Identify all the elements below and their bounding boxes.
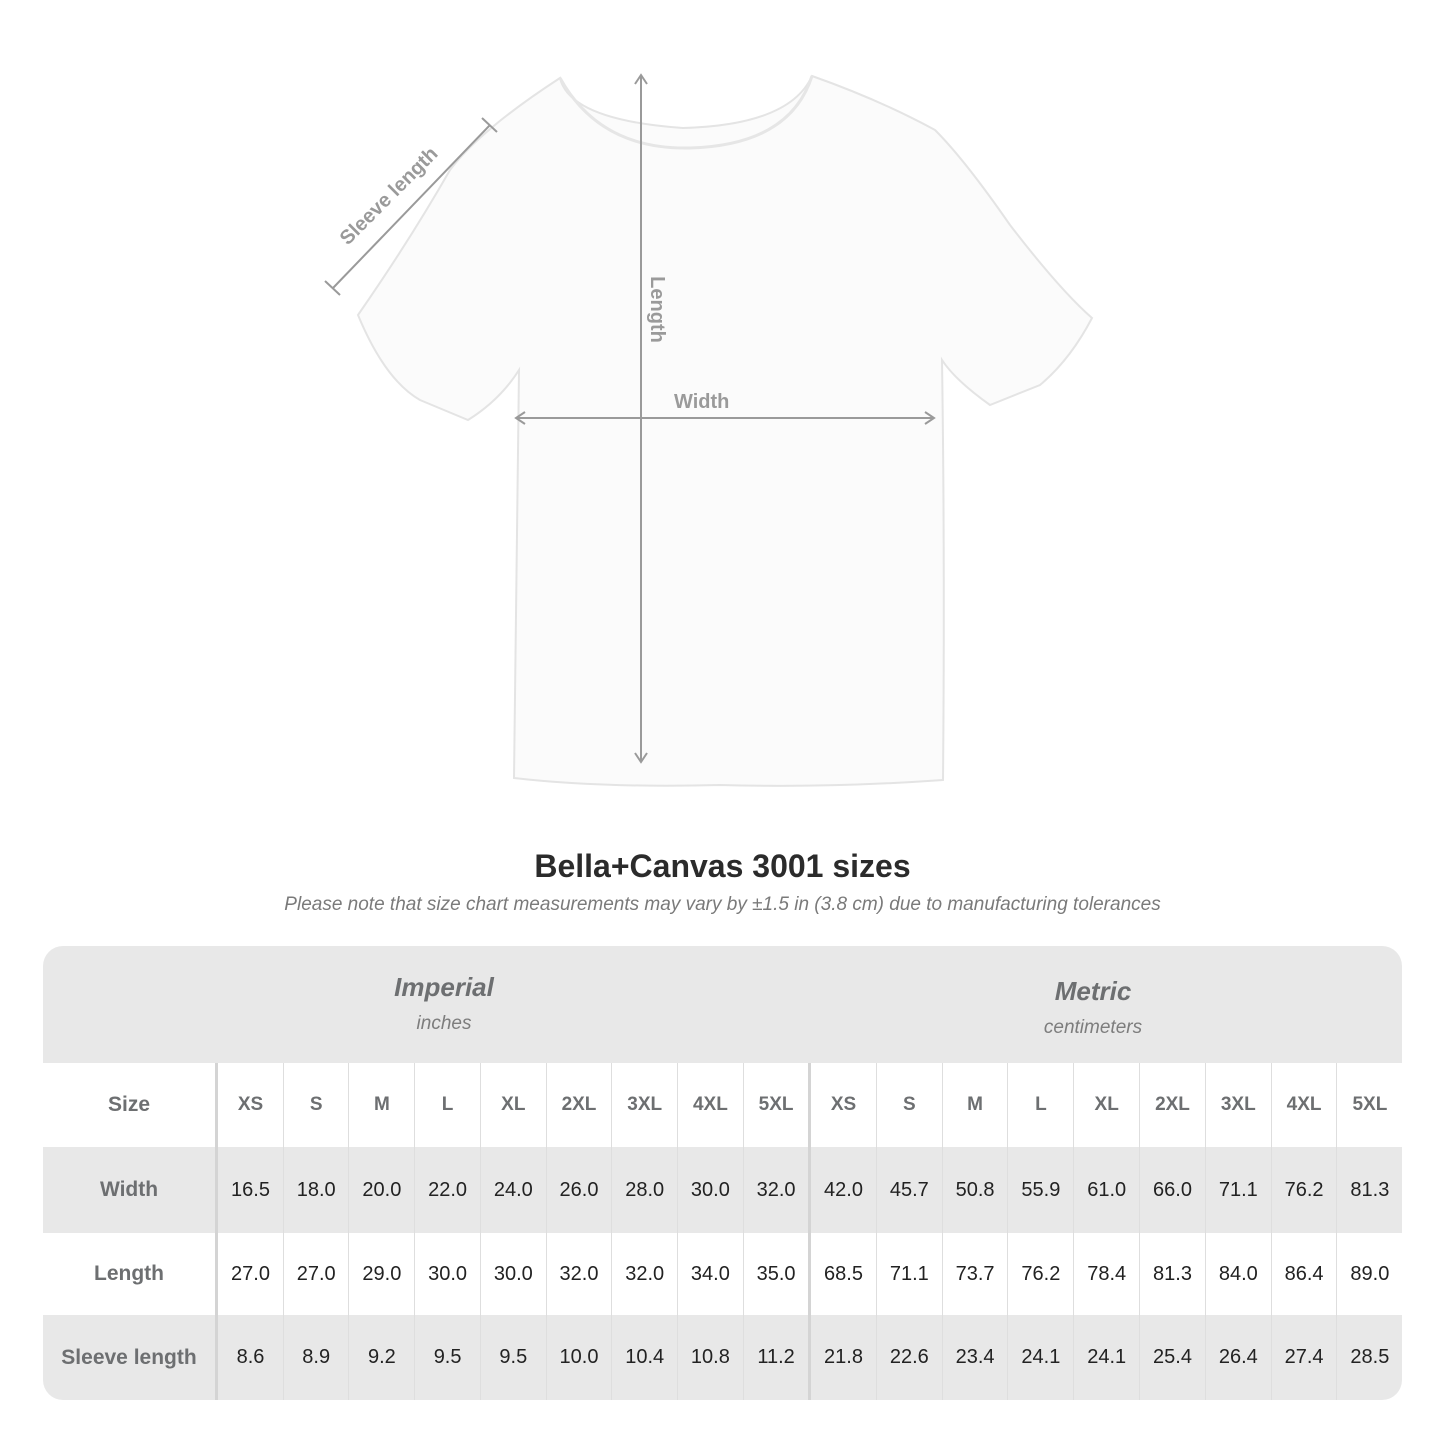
table-cell: 45.7 bbox=[875, 1147, 942, 1233]
table-cell: 8.6 bbox=[217, 1315, 283, 1400]
table-cell: 86.4 bbox=[1270, 1233, 1337, 1315]
tshirt-diagram bbox=[324, 73, 1094, 787]
metric-header: Metric centimeters bbox=[893, 976, 1293, 1039]
table-cell: 28.5 bbox=[1336, 1315, 1402, 1400]
table-cell: 55.9 bbox=[1007, 1147, 1073, 1233]
size-header-metric-m: M bbox=[941, 1063, 1008, 1147]
size-header: Size bbox=[107, 1093, 151, 1116]
table-cell: 27.0 bbox=[282, 1233, 349, 1315]
table-cell: 42.0 bbox=[810, 1147, 876, 1233]
size-header-imperial-4xl: 4XL bbox=[676, 1063, 743, 1147]
table-cell: 10.4 bbox=[611, 1315, 677, 1400]
size-header-metric-2xl: 2XL bbox=[1139, 1063, 1205, 1147]
table-cell: 30.0 bbox=[676, 1147, 743, 1233]
table-cell: 22.6 bbox=[875, 1315, 942, 1400]
table-cell: 66.0 bbox=[1139, 1147, 1205, 1233]
metric-unit: centimeters bbox=[1043, 1017, 1143, 1038]
table-cell: 18.0 bbox=[282, 1147, 349, 1233]
label-divider bbox=[215, 1063, 218, 1400]
size-header-imperial-s: S bbox=[282, 1063, 349, 1147]
table-cell: 61.0 bbox=[1073, 1147, 1139, 1233]
size-header-metric-4xl: 4XL bbox=[1270, 1063, 1337, 1147]
table-cell: 35.0 bbox=[742, 1233, 809, 1315]
table-cell: 81.3 bbox=[1336, 1147, 1402, 1233]
sleeve-arrow bbox=[332, 124, 491, 289]
size-header-imperial-xl: XL bbox=[479, 1063, 546, 1147]
table-cell: 16.5 bbox=[217, 1147, 283, 1233]
table-cell: 29.0 bbox=[348, 1233, 414, 1315]
collar bbox=[558, 75, 814, 150]
table-cell: 32.0 bbox=[611, 1233, 677, 1315]
table-cell: 9.5 bbox=[479, 1315, 546, 1400]
table-cell: 11.2 bbox=[742, 1315, 809, 1400]
table-cell: 73.7 bbox=[941, 1233, 1008, 1315]
table-cell: 10.8 bbox=[676, 1315, 743, 1400]
table-cell: 25.4 bbox=[1139, 1315, 1205, 1400]
size-header-imperial-3xl: 3XL bbox=[611, 1063, 677, 1147]
table-cell: 81.3 bbox=[1139, 1233, 1205, 1315]
table-cell: 84.0 bbox=[1204, 1233, 1271, 1315]
size-header-metric-5xl: 5XL bbox=[1336, 1063, 1402, 1147]
table-cell: 24.0 bbox=[479, 1147, 546, 1233]
table-cell: 9.5 bbox=[414, 1315, 480, 1400]
table-cell: 71.1 bbox=[1204, 1147, 1271, 1233]
table-cell: 89.0 bbox=[1336, 1233, 1402, 1315]
row-label-width: Width bbox=[99, 1178, 159, 1201]
tshirt-shape bbox=[356, 74, 1094, 787]
tolerance-note: Please note that size chart measurements… bbox=[284, 894, 1161, 915]
imperial-unit: inches bbox=[416, 1013, 472, 1034]
table-cell: 23.4 bbox=[941, 1315, 1008, 1400]
table-cell: 21.8 bbox=[810, 1315, 876, 1400]
size-table: Imperial inches Metric centimeters Size … bbox=[43, 946, 1402, 1400]
table-cell: 24.1 bbox=[1007, 1315, 1073, 1400]
table-cell: 20.0 bbox=[348, 1147, 414, 1233]
table-cell: 26.4 bbox=[1204, 1315, 1271, 1400]
size-header-imperial-xs: XS bbox=[217, 1063, 283, 1147]
table-cell: 68.5 bbox=[810, 1233, 876, 1315]
table-cell: 24.1 bbox=[1073, 1315, 1139, 1400]
size-header-metric-xl: XL bbox=[1073, 1063, 1139, 1147]
size-header-metric-l: L bbox=[1007, 1063, 1073, 1147]
table-cell: 27.4 bbox=[1270, 1315, 1337, 1400]
size-header-imperial-m: M bbox=[348, 1063, 414, 1147]
imperial-title: Imperial bbox=[394, 972, 494, 1002]
system-divider bbox=[808, 1063, 811, 1400]
table-cell: 32.0 bbox=[742, 1147, 809, 1233]
table-cell: 30.0 bbox=[479, 1233, 546, 1315]
page-title: Bella+Canvas 3001 sizes bbox=[534, 848, 911, 884]
width-label: Width bbox=[674, 391, 730, 413]
table-cell: 71.1 bbox=[875, 1233, 942, 1315]
table-cell: 28.0 bbox=[611, 1147, 677, 1233]
size-header-metric-s: S bbox=[875, 1063, 942, 1147]
size-header-metric-xs: XS bbox=[810, 1063, 876, 1147]
table-cell: 8.9 bbox=[282, 1315, 349, 1400]
table-cell: 26.0 bbox=[545, 1147, 612, 1233]
size-header-imperial-l: L bbox=[414, 1063, 480, 1147]
row-label-sleeve-length: Sleeve length bbox=[61, 1345, 197, 1369]
table-cell: 27.0 bbox=[217, 1233, 283, 1315]
table-cell: 34.0 bbox=[676, 1233, 743, 1315]
size-row bbox=[43, 1063, 1402, 1147]
row-label-length: Length bbox=[94, 1262, 164, 1285]
size-header-metric-3xl: 3XL bbox=[1204, 1063, 1271, 1147]
table-cell: 50.8 bbox=[941, 1147, 1008, 1233]
size-header-imperial-5xl: 5XL bbox=[742, 1063, 809, 1147]
table-cell: 30.0 bbox=[414, 1233, 480, 1315]
length-row-bg bbox=[43, 1233, 1402, 1315]
table-cell: 32.0 bbox=[545, 1233, 612, 1315]
table-cell: 22.0 bbox=[414, 1147, 480, 1233]
table-cell: 10.0 bbox=[545, 1315, 612, 1400]
metric-title: Metric bbox=[1054, 976, 1132, 1006]
table-cell: 78.4 bbox=[1073, 1233, 1139, 1315]
table-cell: 76.2 bbox=[1270, 1147, 1337, 1233]
size-header-imperial-2xl: 2XL bbox=[545, 1063, 612, 1147]
table-cell: 9.2 bbox=[348, 1315, 414, 1400]
length-label: Length bbox=[645, 276, 668, 343]
imperial-header: Imperial inches bbox=[244, 972, 644, 1035]
table-cell: 76.2 bbox=[1007, 1233, 1073, 1315]
